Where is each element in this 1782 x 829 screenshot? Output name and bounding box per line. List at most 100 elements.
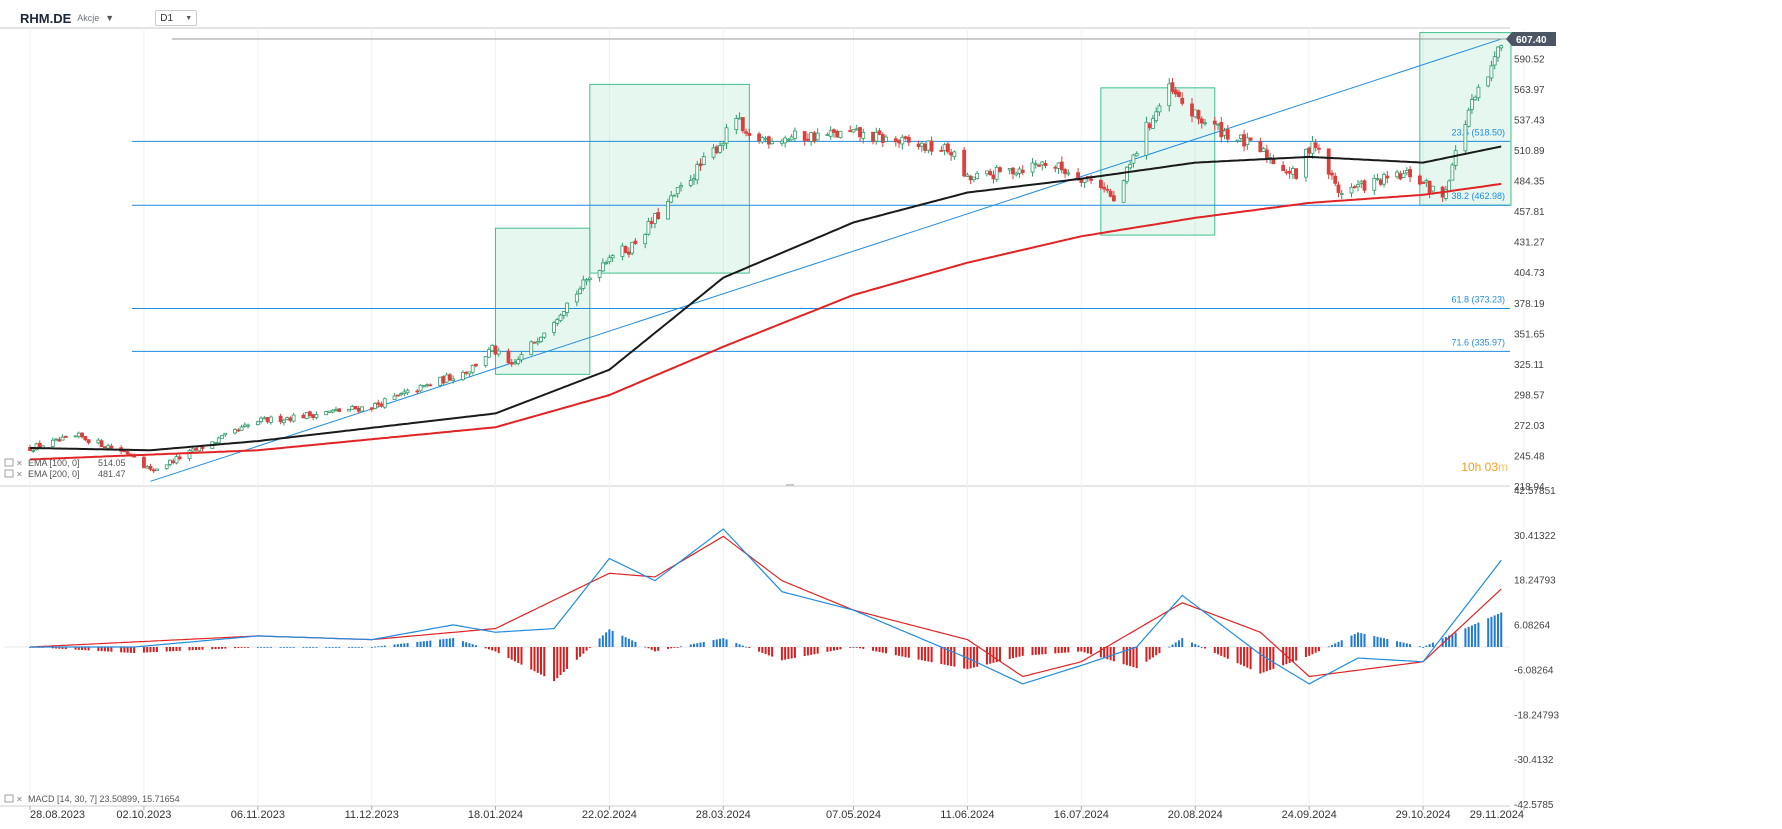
candle [102,446,107,449]
candle [968,174,973,185]
timeframe-value: D1 [160,12,174,24]
candle-body [1284,171,1289,174]
macd-histogram-bar [946,647,949,666]
macd-histogram-bar [191,647,194,651]
macd-histogram-bar [51,647,54,649]
settings-icon[interactable] [4,458,14,467]
macd-line[interactable] [30,528,1502,685]
date-axis-label: 06.11.2023 [231,809,285,821]
candle-body [623,246,628,253]
candle [903,135,908,141]
candle [1395,169,1399,179]
caret-down-icon[interactable]: ▼ [105,13,115,23]
macd-histogram-bar [1197,645,1200,647]
candle-body [1199,118,1204,124]
macd-signal-line[interactable] [29,535,1502,678]
candle-body [125,451,130,455]
candle-body [802,131,807,141]
candle [721,141,726,151]
candle-body [1121,180,1126,203]
macd-axis-label: 18.24793 [1514,576,1556,587]
macd-histogram-bar [58,647,61,649]
macd-histogram-bar [693,643,695,647]
candle [1066,169,1071,177]
candle-body [148,465,153,470]
macd-histogram-bar [601,635,604,647]
macd-histogram-bar [1200,647,1203,648]
candle-body [233,429,237,434]
candle-body [395,394,400,397]
candle-body [679,185,683,188]
candle [467,371,472,377]
macd-histogram-bar [1204,647,1207,649]
candle [757,131,761,144]
candle-body [451,378,456,381]
candle-body [1443,189,1448,199]
candle-body [1245,137,1250,146]
candle-body [1203,122,1207,125]
candle-body [1147,123,1152,129]
highlight-box[interactable] [1419,32,1512,206]
chart-frame [0,27,1510,487]
candle-body [809,132,814,142]
macd-histogram-bar [286,647,289,648]
timeframe-select[interactable]: D1 ▼ [155,10,198,26]
candle [337,408,342,413]
price-axis-label: 457.81 [1514,207,1545,218]
highlight-box[interactable] [589,83,750,274]
candle-body [923,143,927,151]
candle [76,431,81,439]
macd-histogram-bar [1487,618,1490,647]
settings-icon[interactable] [4,794,14,803]
fib-level-label: 61.8 (373.23) [1451,294,1505,304]
candle-body [926,140,931,151]
macd-histogram-bar [767,647,770,656]
pane-resize-handle[interactable] [786,484,794,486]
ema100-line[interactable] [30,145,1502,452]
macd-histogram-bar [1044,647,1047,655]
candle-body [1404,170,1409,174]
candle-body [1248,137,1253,141]
candle-body [929,140,934,152]
macd-histogram-bar [416,641,419,647]
macd-histogram-bar [872,647,875,651]
macd-histogram-bar [1444,636,1447,647]
settings-icon[interactable] [4,469,14,478]
candle [945,141,950,155]
price-axis-label: 351.65 [1514,329,1545,340]
macd-histogram-bar [172,647,175,652]
highlight-box[interactable] [494,227,591,375]
candle-body [1151,118,1155,129]
candle [1102,182,1107,193]
candle [877,128,882,136]
macd-histogram-bar [1148,647,1151,660]
candle [1486,76,1491,88]
macd-histogram-bar [393,644,396,648]
macd-histogram-bar [1262,647,1265,673]
candle [1043,160,1048,169]
candle [353,406,358,410]
symbol-name[interactable]: RHM.DE [20,10,72,26]
price-axis: 590.52 563.97 537.43 510.89 484.35 457.81 431.… [1514,54,1545,493]
candle [916,140,921,150]
candle-body [692,178,696,181]
candle-body [360,406,364,412]
macd-histogram-bar [426,640,429,647]
trend-line[interactable] [150,38,1502,482]
candle [1014,171,1019,177]
candle-body [171,460,176,463]
ema200-line[interactable] [29,182,1502,461]
candle [1349,183,1354,198]
macd-histogram-bar [149,647,152,653]
candle [1489,60,1494,82]
candle [1287,166,1292,179]
candle-body [871,131,875,143]
macd-histogram-bar [1021,647,1024,656]
price-axis-label: 431.27 [1514,238,1545,249]
candle [304,412,309,420]
candle [740,117,745,134]
candle [1385,170,1390,184]
macd-histogram-bar [1243,647,1246,667]
